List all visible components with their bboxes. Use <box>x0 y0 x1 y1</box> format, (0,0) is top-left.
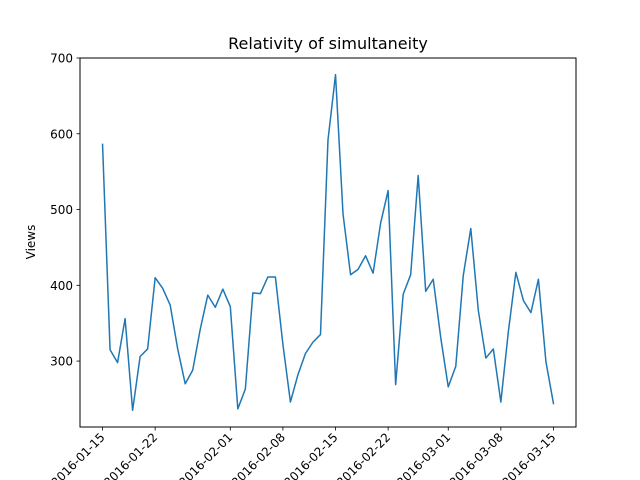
plot-frame <box>79 57 577 428</box>
chart-title: Relativity of simultaneity <box>228 34 428 53</box>
y-tick-label: 600 <box>50 127 73 141</box>
y-tick-label: 700 <box>50 52 73 66</box>
series-line <box>101 73 555 412</box>
y-tick-label: 400 <box>50 279 73 293</box>
y-axis: 300 400 500 600 700 <box>50 52 80 369</box>
y-tick-label: 300 <box>50 355 73 369</box>
y-axis-label: Views <box>24 225 38 260</box>
y-tick-label: 500 <box>50 203 73 217</box>
series-layer <box>101 73 555 412</box>
